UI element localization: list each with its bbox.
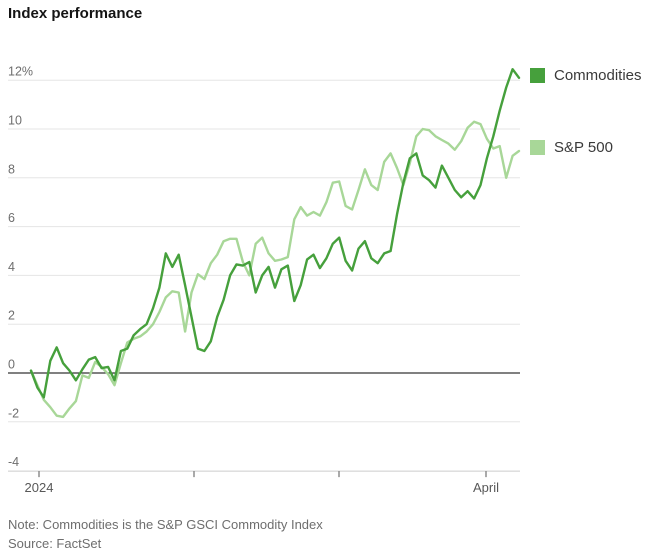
chart-source: Source: FactSet: [8, 536, 102, 551]
x-tick-label: 2024: [25, 480, 54, 495]
sp500-swatch-icon: [530, 140, 545, 155]
legend-item-commodities: Commodities: [530, 67, 642, 84]
legend-label-commodities: Commodities: [554, 67, 642, 84]
series-line-sp500: [29, 120, 521, 419]
y-tick-label: 0: [8, 358, 15, 372]
y-tick-label: 2: [8, 309, 15, 323]
chart-note: Note: Commodities is the S&P GSCI Commod…: [8, 517, 323, 532]
series-line-commodities: [29, 67, 521, 399]
y-tick-label: -4: [8, 455, 19, 469]
y-tick-label: 4: [8, 260, 15, 274]
commodities-swatch-icon: [530, 68, 545, 83]
y-tick-label: 12%: [8, 65, 33, 79]
y-tick-label: 10: [8, 114, 22, 128]
x-tick-label: April: [473, 480, 499, 495]
legend-item-sp500: S&P 500: [530, 139, 613, 156]
y-tick-label: 6: [8, 211, 15, 225]
legend-label-sp500: S&P 500: [554, 139, 613, 156]
y-tick-label: 8: [8, 162, 15, 176]
chart-plot-area: 12% 10 8 6 4 2 0 -2 -4 2024 April: [8, 65, 521, 495]
y-tick-label: -2: [8, 406, 19, 420]
chart-title: Index performance: [8, 5, 143, 22]
